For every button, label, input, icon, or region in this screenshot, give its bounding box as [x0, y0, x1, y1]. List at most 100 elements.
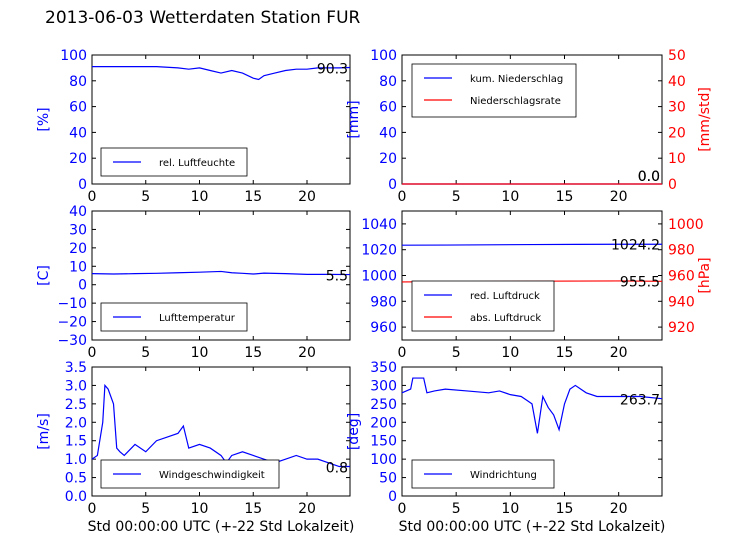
- y-tick-label: 80: [69, 74, 87, 90]
- y-tick-label: 50: [379, 471, 397, 487]
- y-tick-label: 0: [78, 177, 87, 193]
- axes-frame: [91, 54, 351, 185]
- y-tick-label: 3.5: [65, 360, 87, 376]
- legend-box: [411, 63, 577, 118]
- y-tick-label: −10: [57, 296, 87, 312]
- x-tick-label: 20: [610, 189, 628, 205]
- y2-tick-label: 20: [668, 125, 686, 141]
- x-tick-label: 20: [298, 501, 316, 517]
- x-tick-label: 5: [452, 189, 461, 205]
- series-line-1: [401, 243, 662, 246]
- panel-1: 0 5 10 15 20 0 20 40 60 80 100 [%] 90.3 rel. Luftfeuc…: [36, 48, 351, 205]
- y-tick-label: 0.0: [65, 489, 87, 505]
- legend-entry: kum. Niederschlag: [470, 74, 563, 85]
- y-tick-label: 2.5: [65, 397, 87, 413]
- x-axis-label: Std 00:00:00 UTC (+-22 Std Lokalzeit): [399, 519, 666, 535]
- last-value-label: 955.5: [620, 274, 660, 290]
- y-tick-label: 20: [379, 151, 397, 167]
- x-tick-label: 15: [244, 345, 262, 361]
- y-tick-label: 150: [370, 434, 397, 450]
- y-tick-label: 2.0: [65, 415, 87, 431]
- axes-frame: [401, 366, 663, 497]
- y-tick-label: 1.5: [65, 434, 87, 450]
- x-tick-label: 10: [501, 189, 519, 205]
- y-tick-label: 0: [78, 278, 87, 294]
- y2-tick-label: 1000: [668, 217, 704, 233]
- y2-tick-label: 980: [668, 243, 695, 259]
- x-tick-label: 20: [610, 501, 628, 517]
- x-tick-label: 10: [501, 345, 519, 361]
- panel-2: 0 5 10 15 20 0 20 40 60 80 100 0 10 20 30 40 50 [mm] [mm/s…: [346, 48, 713, 205]
- y2-axis-label: [hPa]: [697, 257, 713, 293]
- x-tick-label: 10: [501, 501, 519, 517]
- last-value-label: 0.0: [638, 169, 660, 185]
- y-tick-label: −20: [57, 315, 87, 331]
- y-tick-label: 80: [379, 74, 397, 90]
- series-line-1: [91, 383, 350, 468]
- y-tick-label: 350: [370, 360, 397, 376]
- y-tick-label: 60: [69, 100, 87, 116]
- y-tick-label: 1040: [361, 217, 397, 233]
- legend-entry: Windrichtung: [470, 470, 537, 481]
- y-tick-label: 1.0: [65, 452, 87, 468]
- y-tick-label: 100: [370, 48, 397, 64]
- last-value-label: 1024.2: [611, 237, 660, 253]
- legend-entry: abs. Luftdruck: [470, 313, 541, 324]
- series-line-1: [91, 270, 351, 276]
- x-tick-label: 20: [610, 345, 628, 361]
- legend-entry: red. Luftdruck: [470, 291, 540, 302]
- y2-tick-label: 0: [668, 177, 677, 193]
- y2-tick-label: 40: [668, 74, 686, 90]
- y-axis-label: [%]: [36, 107, 52, 131]
- x-tick-label: 0: [88, 345, 97, 361]
- y-axis-label: [m/s]: [36, 413, 52, 450]
- x-tick-label: 10: [191, 189, 209, 205]
- x-tick-label: 0: [398, 189, 407, 205]
- y-tick-label: 0.5: [65, 471, 87, 487]
- y2-tick-label: 920: [668, 320, 695, 336]
- y-tick-label: 30: [69, 222, 87, 238]
- y-tick-label: 10: [69, 259, 87, 275]
- x-tick-label: 10: [191, 501, 209, 517]
- x-tick-label: 15: [556, 189, 574, 205]
- x-tick-label: 10: [191, 345, 209, 361]
- y-tick-label: 960: [370, 320, 397, 336]
- y-tick-label: 1020: [361, 243, 397, 259]
- y-tick-label: 1000: [361, 269, 397, 285]
- y-tick-label: 980: [370, 294, 397, 310]
- y-tick-label: −30: [57, 333, 87, 349]
- y-axis-label: [C]: [36, 265, 52, 286]
- legend-box: [411, 280, 555, 332]
- series-line-1: [92, 66, 351, 81]
- y2-axis-label: [mm/std]: [697, 87, 713, 152]
- y-tick-label: 3.0: [65, 378, 87, 394]
- x-tick-label: 5: [141, 189, 150, 205]
- x-tick-label: 5: [141, 501, 150, 517]
- x-axis-label: Std 00:00:00 UTC (+-22 Std Lokalzeit): [88, 519, 355, 535]
- x-tick-label: 15: [556, 345, 574, 361]
- legend-entry: Niederschlagsrate: [470, 96, 561, 107]
- x-tick-label: 0: [398, 345, 407, 361]
- y-tick-label: 200: [370, 415, 397, 431]
- y-tick-label: 0: [388, 489, 397, 505]
- x-tick-label: 0: [88, 501, 97, 517]
- x-tick-label: 0: [88, 189, 97, 205]
- y-tick-label: 40: [379, 125, 397, 141]
- y-tick-label: 40: [69, 204, 87, 220]
- y2-tick-label: 960: [668, 269, 695, 285]
- x-tick-label: 20: [298, 189, 316, 205]
- y-tick-label: 20: [69, 151, 87, 167]
- y-tick-label: 20: [69, 241, 87, 257]
- y-tick-label: 0: [388, 177, 397, 193]
- panel-3: 0 5 10 15 20 −30 −20 −10 0 10 20 30 40 [C] 5.5 Lufttemp…: [36, 204, 351, 361]
- x-tick-label: 15: [244, 501, 262, 517]
- x-tick-label: 0: [398, 501, 407, 517]
- y-tick-label: 300: [370, 378, 397, 394]
- axes-frame: [91, 210, 351, 341]
- figure-title: 2013-06-03 Wetterdaten Station FUR: [45, 8, 361, 28]
- last-value-label: 90.3: [317, 62, 348, 78]
- last-value-label: 0.8: [326, 461, 348, 477]
- y-tick-label: 250: [370, 397, 397, 413]
- x-tick-label: 15: [556, 501, 574, 517]
